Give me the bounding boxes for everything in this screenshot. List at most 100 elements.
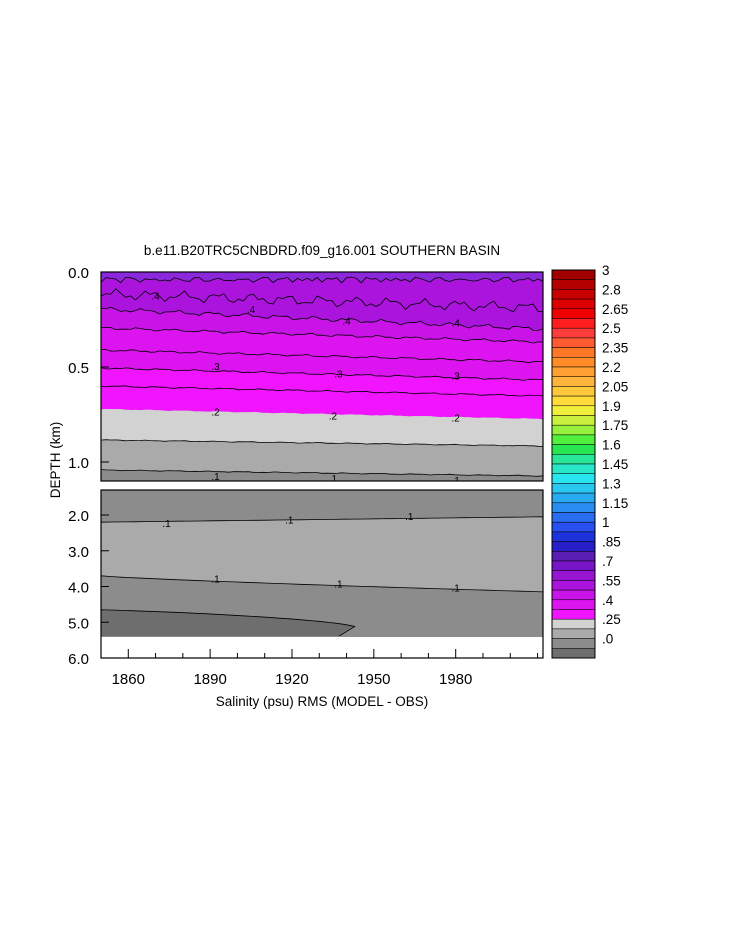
- colorbar-box: [551, 405, 596, 416]
- colorbar-box: [551, 318, 596, 329]
- x-tick-label: 1950: [357, 671, 390, 688]
- x-tick-label: 1890: [193, 671, 226, 688]
- contour-label: .1: [285, 515, 294, 526]
- y-tick-label: 0.0: [68, 265, 89, 282]
- contour-label: .1: [405, 512, 414, 523]
- upper-panel: .4 .4 .4 .4 .3 .3 .3 .2 .2 .2 .1 .1 .1: [100, 271, 544, 487]
- colorbar-box: [551, 454, 596, 465]
- colorbar-label: 2.8: [602, 282, 621, 297]
- colorbar-box: [551, 473, 596, 484]
- colorbar-label: 2.35: [602, 341, 628, 356]
- colorbar-label: .0: [602, 632, 613, 647]
- y-tick-label: 6.0: [68, 651, 89, 668]
- colorbar-label: .55: [602, 573, 621, 588]
- contour-label: .4: [247, 305, 256, 316]
- upper-band: [101, 469, 543, 481]
- colorbar-box: [551, 357, 596, 368]
- contour-line: [101, 516, 543, 523]
- contour-label: .2: [211, 408, 220, 419]
- contour-line: [101, 575, 543, 593]
- contour-line: [101, 276, 543, 284]
- colorbar-box: [551, 521, 596, 533]
- colorbar-box: [551, 638, 596, 649]
- colorbar-box: [551, 308, 596, 319]
- upper-band: [101, 439, 543, 477]
- colorbar-box: [551, 560, 596, 571]
- colorbar-box: [551, 279, 596, 290]
- contour-line: [101, 288, 543, 313]
- x-tick-label: 1980: [439, 671, 472, 688]
- contour-label: .4: [342, 316, 351, 327]
- lower-band: [101, 609, 356, 637]
- colorbar-label: 3: [602, 263, 610, 278]
- colorbar-label: 1.6: [602, 438, 621, 453]
- contour-line: [101, 367, 543, 381]
- contour-line: [101, 385, 543, 397]
- contour-label: .1: [329, 474, 338, 485]
- colorbar-box: [551, 289, 596, 300]
- contour-label: .1: [162, 519, 171, 530]
- colorbar-box: [551, 502, 596, 513]
- lower-band: [488, 490, 543, 493]
- y-tick-label: 0.5: [68, 360, 89, 377]
- y-tick-label: 1.0: [68, 455, 89, 472]
- contour-label: .2: [452, 413, 461, 424]
- contour-label: .3: [452, 372, 461, 383]
- colorbar-label: 1.9: [602, 399, 621, 414]
- colorbar-label: .25: [602, 612, 621, 627]
- colorbar-box: [551, 376, 596, 387]
- colorbar-label: .85: [602, 535, 621, 550]
- upper-band: [101, 277, 543, 312]
- colorbar-box: [551, 512, 596, 523]
- colorbar-box: [551, 541, 596, 552]
- colorbar-label: .4: [602, 593, 614, 608]
- colorbar-box: [551, 580, 596, 591]
- colorbar-box: [551, 327, 596, 339]
- contour-label: .1: [334, 580, 343, 591]
- contour-label: .1: [452, 583, 461, 594]
- upper-band: [101, 307, 543, 344]
- colorbar-box: [551, 415, 596, 426]
- contour-label: .1: [211, 472, 220, 483]
- colorbar-label: 2.5: [602, 321, 621, 336]
- colorbar-box: [551, 492, 596, 504]
- colorbar-label: 2.05: [602, 379, 628, 394]
- upper-frame: [100, 271, 544, 482]
- y-tick-label: 3.0: [68, 544, 89, 561]
- lower-band: [101, 516, 543, 592]
- colorbar-box: [551, 386, 596, 397]
- contour-line: [101, 326, 543, 344]
- upper-band: [101, 349, 543, 381]
- colorbar-box: [551, 618, 596, 630]
- colorbar-box: [551, 269, 596, 280]
- colorbar-label: 1.3: [602, 476, 621, 491]
- colorbar-box: [551, 424, 596, 436]
- upper-band: [101, 385, 543, 420]
- contour-line: [101, 439, 543, 447]
- colorbar-box: [551, 366, 596, 377]
- colorbar-box: [551, 648, 596, 659]
- upper-band: [101, 409, 543, 447]
- colorbar-box: [551, 589, 596, 601]
- contour-label: .3: [334, 370, 343, 381]
- colorbar-box: [551, 570, 596, 581]
- colorbar-box: [551, 395, 596, 407]
- colorbar-label: 1.15: [602, 496, 628, 511]
- contour-line: [101, 469, 543, 477]
- x-axis: 1860 1890 1920 1950 1980: [112, 649, 539, 688]
- contour-label: .1: [452, 476, 461, 487]
- colorbar: 3 2.8 2.65 2.5 2.35 2.2 2.05 1.9 1.75 1.6 1.45 1.3 1…: [551, 263, 628, 659]
- colorbar-label: 1.45: [602, 457, 628, 472]
- y-tick-label: 2.0: [68, 508, 89, 525]
- contour-label: .4: [452, 318, 461, 329]
- colorbar-box: [551, 298, 596, 310]
- x-axis-label: Salinity (psu) RMS (MODEL - OBS): [216, 694, 429, 709]
- colorbar-label: 2.2: [602, 360, 621, 375]
- y-tick-label: 4.0: [68, 580, 89, 597]
- chart-title: b.e11.B20TRC5CNBDRD.f09_g16.001 SOUTHERN…: [144, 243, 500, 258]
- upper-band: [101, 327, 543, 363]
- colorbar-box: [551, 347, 596, 358]
- colorbar-label: 2.65: [602, 302, 628, 317]
- contour-label: .3: [211, 362, 220, 373]
